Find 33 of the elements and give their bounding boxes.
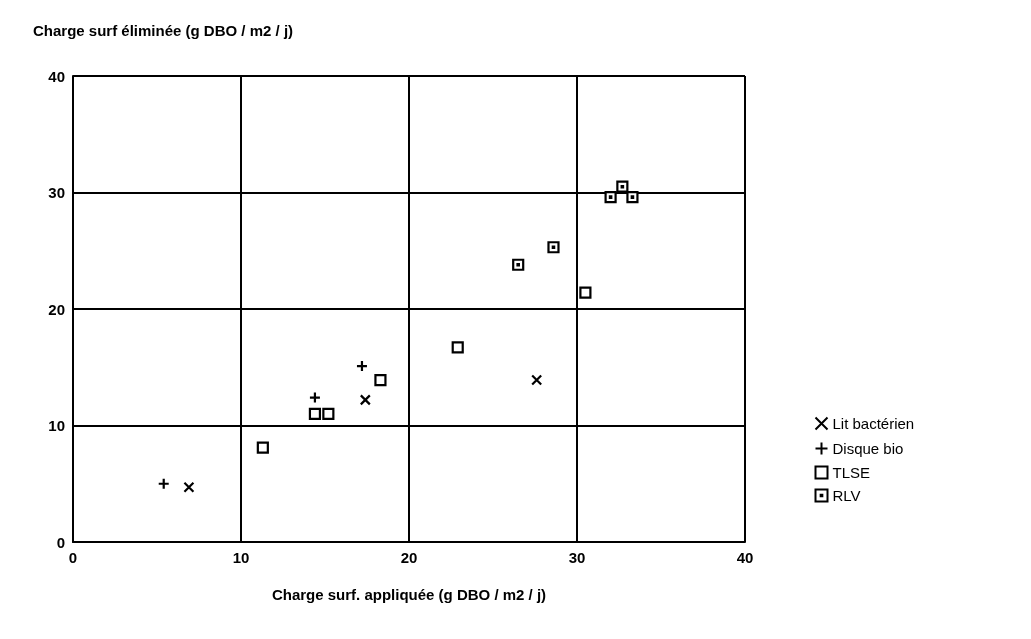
point: [531, 374, 543, 386]
point: [604, 191, 617, 204]
legend-label: TLSE: [832, 464, 871, 481]
y-tick-label: 0: [56, 533, 65, 551]
point: [374, 373, 387, 387]
x-tick-label: 0: [68, 549, 78, 566]
x-axis-title: Charge surf. appliquée (g DBO / m2 / j): [271, 586, 547, 603]
point: [512, 258, 525, 271]
x-tick-label: 20: [400, 549, 418, 566]
point: [308, 391, 322, 404]
point: [183, 481, 195, 493]
x-tick-label: 40: [736, 549, 754, 566]
point: [547, 241, 560, 254]
legend-label: Disque bio: [832, 440, 904, 457]
point: [616, 180, 629, 193]
x-tick-label: 30: [568, 549, 586, 566]
point: [256, 441, 269, 454]
point: [355, 359, 369, 373]
legend-label: RLV: [832, 487, 861, 504]
point: [626, 191, 639, 204]
y-tick-label: 10: [48, 417, 65, 434]
legend-label: Lit bactérien: [832, 415, 915, 432]
point: [157, 477, 170, 490]
y-tick-label: 40: [48, 67, 65, 85]
y-tick-label: 30: [48, 184, 65, 201]
point: [579, 286, 592, 299]
y-axis-title: Charge surf éliminée (g DBO / m2 / j): [33, 22, 294, 39]
point: [359, 394, 371, 406]
point: [308, 407, 322, 420]
x-tick-label: 10: [232, 549, 250, 566]
point: [322, 407, 335, 420]
y-tick-label: 20: [48, 300, 65, 318]
point: [451, 341, 464, 354]
